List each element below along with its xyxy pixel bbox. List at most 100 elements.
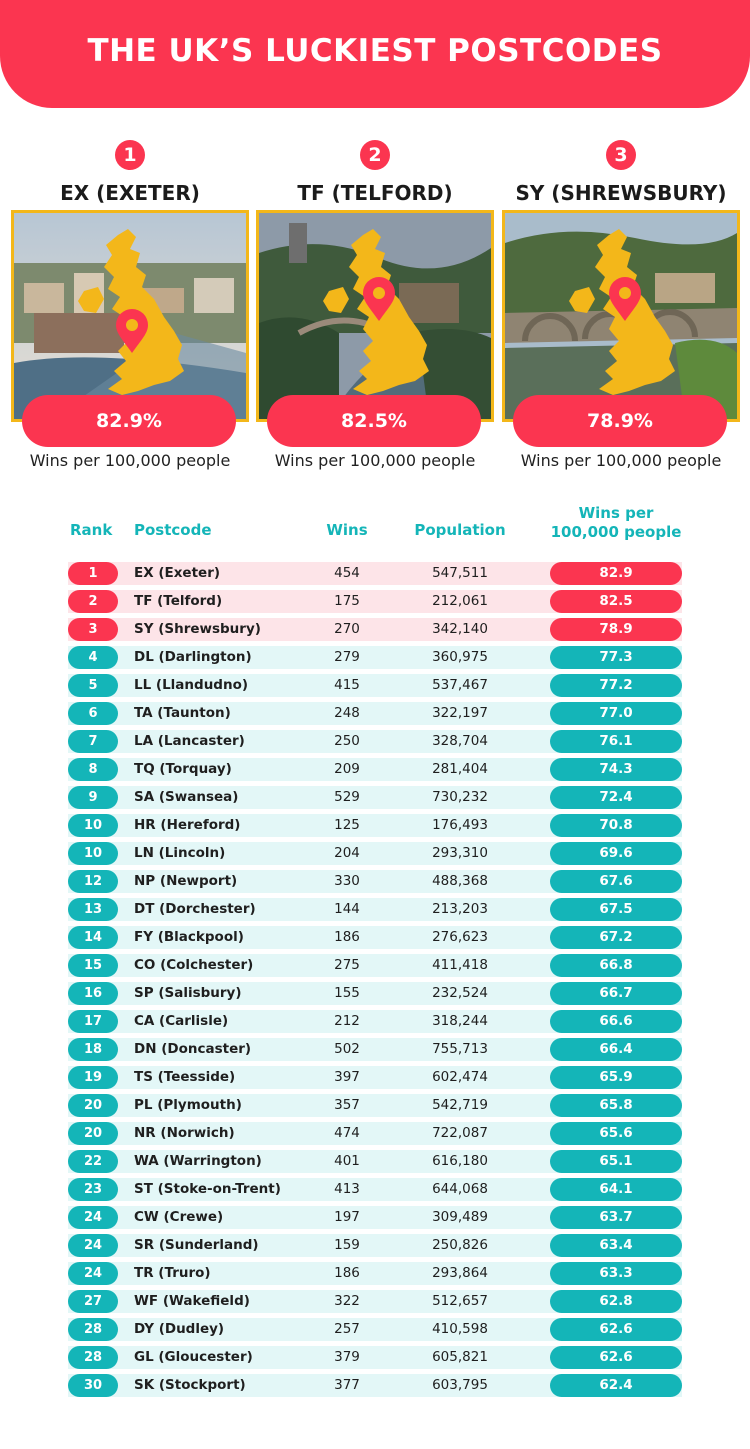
postcode-cell: TA (Taunton) xyxy=(134,705,231,721)
wins-cell: 357 xyxy=(334,1097,360,1113)
postcode-cell: TF (Telford) xyxy=(134,593,223,609)
population-cell: 411,418 xyxy=(432,957,488,973)
row-background xyxy=(68,1038,682,1061)
row-background xyxy=(68,1150,682,1173)
population-cell: 755,713 xyxy=(432,1041,488,1057)
row-background xyxy=(68,1094,682,1117)
wins-cell: 197 xyxy=(334,1209,360,1225)
row-background xyxy=(68,1346,682,1369)
postcode-cell: FY (Blackpool) xyxy=(134,929,244,945)
rank-medal: 3 xyxy=(606,140,636,170)
row-background xyxy=(68,1262,682,1285)
town-photo-with-uk-map xyxy=(256,210,494,422)
rate-badge: 77.2 xyxy=(550,674,682,697)
rate-badge: 77.0 xyxy=(550,702,682,725)
rate-badge: 72.4 xyxy=(550,786,682,809)
table-row: 16 SP (Salisbury) 155 232,524 66.7 xyxy=(68,982,682,1005)
wins-cell: 401 xyxy=(334,1153,360,1169)
table-row: 28 DY (Dudley) 257 410,598 62.6 xyxy=(68,1318,682,1341)
postcode-cell: SR (Sunderland) xyxy=(134,1237,259,1253)
rate-badge: 63.3 xyxy=(550,1262,682,1285)
rank-badge: 12 xyxy=(68,870,118,893)
row-background xyxy=(68,730,682,753)
table-row: 8 TQ (Torquay) 209 281,404 74.3 xyxy=(68,758,682,781)
table-row: 18 DN (Doncaster) 502 755,713 66.4 xyxy=(68,1038,682,1061)
postcode-cell: HR (Hereford) xyxy=(134,817,241,833)
rank-badge: 10 xyxy=(68,814,118,837)
row-background xyxy=(68,618,682,641)
table-row: 24 TR (Truro) 186 293,864 63.3 xyxy=(68,1262,682,1285)
postcode-cell: TQ (Torquay) xyxy=(134,761,232,777)
row-background xyxy=(68,786,682,809)
population-cell: 644,068 xyxy=(432,1181,488,1197)
postcode-cell: DY (Dudley) xyxy=(134,1321,225,1337)
row-background xyxy=(68,674,682,697)
rank-badge: 2 xyxy=(68,590,118,613)
postcode-cell: PL (Plymouth) xyxy=(134,1097,242,1113)
rate-badge: 66.6 xyxy=(550,1010,682,1033)
row-background xyxy=(68,926,682,949)
population-cell: 602,474 xyxy=(432,1069,488,1085)
wins-cell: 502 xyxy=(334,1041,360,1057)
rate-badge: 74.3 xyxy=(550,758,682,781)
row-background xyxy=(68,562,682,585)
rate-badge: 65.8 xyxy=(550,1094,682,1117)
population-cell: 605,821 xyxy=(432,1349,488,1365)
podium-2: 2 TF (TELFORD) 82.5% Wins per 100,000 pe… xyxy=(256,140,494,470)
win-rate-caption: Wins per 100,000 people xyxy=(29,451,231,470)
rate-badge: 67.5 xyxy=(550,898,682,921)
rate-badge: 67.2 xyxy=(550,926,682,949)
row-background xyxy=(68,1374,682,1397)
row-background xyxy=(68,1066,682,1089)
row-background xyxy=(68,870,682,893)
row-background xyxy=(68,814,682,837)
wins-cell: 175 xyxy=(334,593,360,609)
win-rate-pill: 82.9% xyxy=(22,395,236,447)
row-background xyxy=(68,898,682,921)
rank-badge: 19 xyxy=(68,1066,118,1089)
rank-badge: 14 xyxy=(68,926,118,949)
wins-cell: 529 xyxy=(334,789,360,805)
rank-badge: 13 xyxy=(68,898,118,921)
table-row: 20 NR (Norwich) 474 722,087 65.6 xyxy=(68,1122,682,1145)
win-rate-caption: Wins per 100,000 people xyxy=(274,451,476,470)
population-cell: 213,203 xyxy=(432,901,488,917)
table-row: 2 TF (Telford) 175 212,061 82.5 xyxy=(68,590,682,613)
rank-badge: 24 xyxy=(68,1262,118,1285)
population-cell: 322,197 xyxy=(432,705,488,721)
rate-badge: 66.7 xyxy=(550,982,682,1005)
rate-badge: 62.8 xyxy=(550,1290,682,1313)
table-row: 27 WF (Wakefield) 322 512,657 62.8 xyxy=(68,1290,682,1313)
population-cell: 232,524 xyxy=(432,985,488,1001)
rank-badge: 28 xyxy=(68,1318,118,1341)
population-cell: 722,087 xyxy=(432,1125,488,1141)
rank-badge: 24 xyxy=(68,1206,118,1229)
rate-badge: 77.3 xyxy=(550,646,682,669)
rank-badge: 20 xyxy=(68,1122,118,1145)
population-cell: 212,061 xyxy=(432,593,488,609)
wins-cell: 270 xyxy=(334,621,360,637)
rank-badge: 17 xyxy=(68,1010,118,1033)
row-background xyxy=(68,1290,682,1313)
rank-badge: 5 xyxy=(68,674,118,697)
wins-cell: 397 xyxy=(334,1069,360,1085)
postcode-cell: SP (Salisbury) xyxy=(134,985,242,1001)
table-row: 7 LA (Lancaster) 250 328,704 76.1 xyxy=(68,730,682,753)
rate-badge: 63.7 xyxy=(550,1206,682,1229)
row-background xyxy=(68,646,682,669)
wins-cell: 209 xyxy=(334,761,360,777)
population-cell: 537,467 xyxy=(432,677,488,693)
column-header-wins: Wins xyxy=(326,521,368,539)
column-header-rank: Rank xyxy=(70,521,113,539)
postcode-cell: DN (Doncaster) xyxy=(134,1041,252,1057)
rank-badge: 27 xyxy=(68,1290,118,1313)
row-background xyxy=(68,1318,682,1341)
column-header-population: Population xyxy=(414,521,506,539)
rank-badge: 23 xyxy=(68,1178,118,1201)
rate-badge: 65.9 xyxy=(550,1066,682,1089)
rate-badge: 62.6 xyxy=(550,1318,682,1341)
table-row: 4 DL (Darlington) 279 360,975 77.3 xyxy=(68,646,682,669)
postcode-cell: WF (Wakefield) xyxy=(134,1293,250,1309)
rate-badge: 69.6 xyxy=(550,842,682,865)
wins-cell: 159 xyxy=(334,1237,360,1253)
